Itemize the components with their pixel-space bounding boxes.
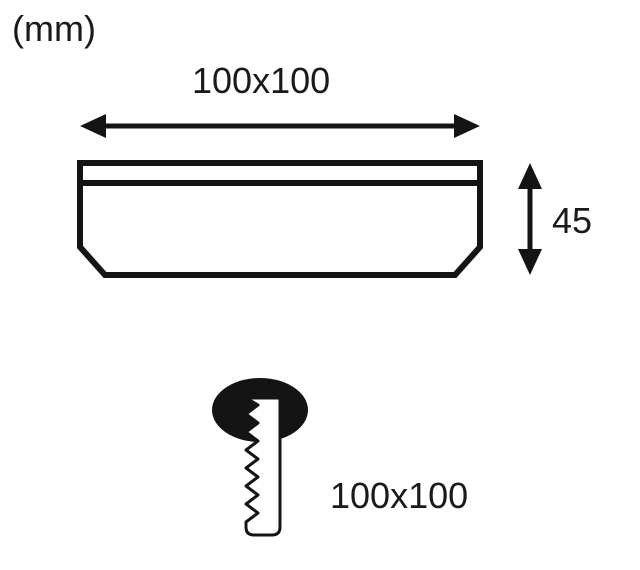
dimension-diagram (0, 0, 640, 570)
height-arrow (518, 163, 542, 275)
product-outline (80, 163, 480, 275)
sawblade-icon (246, 398, 280, 535)
cutout-icon (212, 378, 308, 535)
width-arrow (80, 114, 480, 138)
